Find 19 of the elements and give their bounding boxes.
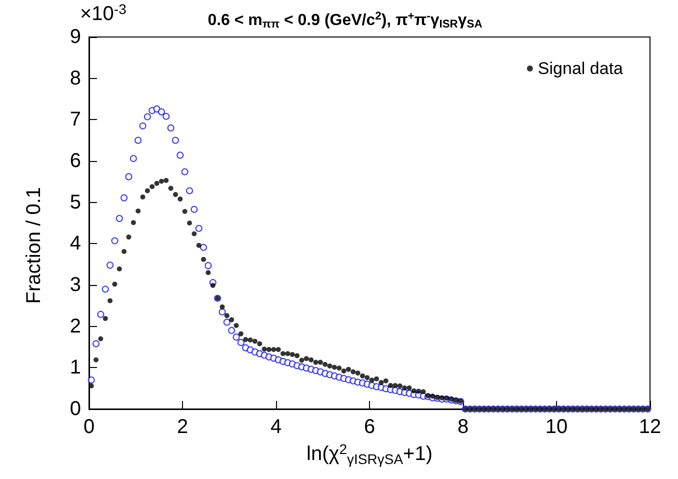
- y-tick-label: 2: [70, 315, 81, 338]
- y-tick-label: 4: [70, 232, 81, 255]
- y-axis-title: Fraction / 0.1: [23, 187, 45, 304]
- x-tick-label: 2: [176, 416, 188, 438]
- x-tick-label: 8: [457, 416, 469, 438]
- x-tick-label: 12: [638, 416, 662, 438]
- legend-label: Signal data: [538, 59, 624, 78]
- x-tick-label: 0: [83, 416, 95, 438]
- x-tick-label: 4: [270, 416, 282, 438]
- x-tick-label: 6: [364, 416, 376, 438]
- y-tick-label: 5: [70, 191, 81, 214]
- y-tick-label: 0: [70, 398, 81, 420]
- y-tick-label: 3: [70, 274, 81, 296]
- y-tick-label: 1: [70, 356, 81, 379]
- y-tick-label: 6: [70, 150, 81, 172]
- y-tick-label: 7: [70, 108, 81, 131]
- x-tick-label: 10: [545, 416, 568, 438]
- y-tick-label: 8: [70, 67, 81, 90]
- y-tick-label: 9: [70, 26, 81, 48]
